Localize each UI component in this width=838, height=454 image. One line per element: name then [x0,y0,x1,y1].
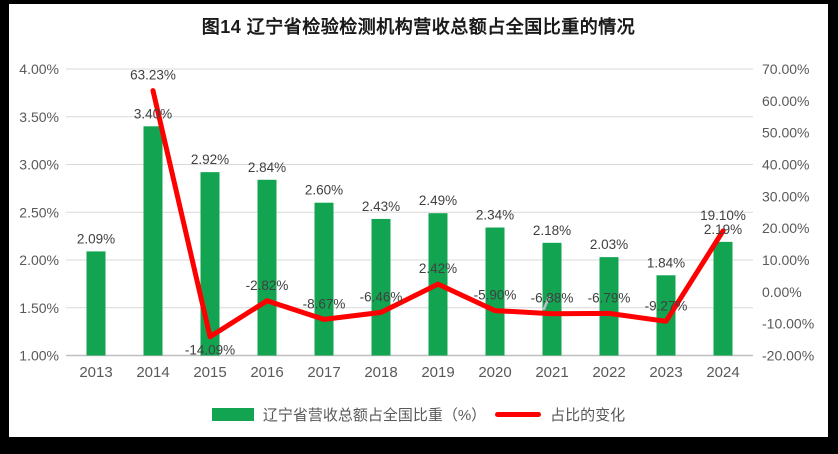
line-data-label: 2.42% [419,261,457,276]
line-data-label: 63.23% [130,68,176,83]
line-data-label: -14.09% [185,343,235,358]
right-axis-tick-label: 70.00% [762,61,809,77]
line-data-label: -6.79% [588,290,631,305]
bar-data-label: 2.49% [419,193,457,208]
line-data-label: -6.88% [531,291,574,306]
bar-data-label: 2.92% [191,152,229,167]
left-axis-tick-label: 3.50% [19,109,59,125]
year-label: 2013 [79,364,112,381]
chart-title: 图14 辽宁省检验检测机构营收总额占全国比重的情况 [201,17,636,37]
left-axis-tick-label: 2.00% [19,252,59,268]
year-label: 2014 [136,364,169,381]
year-label: 2022 [592,364,625,381]
right-axis-tick-label: 10.00% [762,252,809,268]
right-axis-tick-label: -20.00% [762,348,814,364]
bar-2020 [485,227,505,356]
bar-data-label: 2.34% [476,208,514,223]
year-label: 2019 [421,364,454,381]
bar-2016 [257,179,277,356]
year-label: 2016 [250,364,283,381]
line-data-label: -8.67% [303,296,346,311]
left-axis-tick-label: 4.00% [19,61,59,77]
year-label: 2021 [535,364,568,381]
combo-chart: 4.00% 3.50% 3.00% 2.50% 2.00% 1.50% 1.00% 70.00… [19,61,814,381]
year-label: 2015 [193,364,226,381]
line-data-label: -5.90% [474,288,517,303]
bar-data-label: 2.03% [590,237,628,252]
bar-2024 [713,241,733,356]
right-axis-tick-label: 40.00% [762,157,809,173]
right-axis-tick-label: -10.00% [762,316,814,332]
bar-2017 [314,202,334,356]
left-axis-tick-label: 1.50% [19,300,59,316]
left-axis-tick-label: 1.00% [19,348,59,364]
year-label: 2018 [364,364,397,381]
year-label: 2017 [307,364,340,381]
bar-data-label: 2.18% [533,223,571,238]
legend-line-swatch-icon [495,412,542,417]
line-data-label: -9.27% [645,298,688,313]
chart-panel: 图14 辽宁省检验检测机构营收总额占全国比重的情况 4.00% 3.50% 3.00… [9,4,828,437]
bar-2013 [86,251,106,356]
year-label: 2023 [649,364,682,381]
change-rate-line [150,88,726,340]
bar-2022 [599,257,619,356]
bar-data-label: 2.60% [305,183,343,198]
right-axis-tick-label: 50.00% [762,125,809,141]
right-axis-tick-label: 0.00% [762,284,802,300]
year-label: 2020 [478,364,511,381]
right-axis-tick-label: 60.00% [762,93,809,109]
bar-data-label: 1.84% [647,255,685,270]
line-data-label: -6.46% [360,289,403,304]
bar-2018 [371,218,391,356]
legend: 辽宁省营收总额占全国比重（%） 占比的变化 [9,404,828,425]
year-label: 2024 [706,364,739,381]
line-data-label: -2.82% [246,278,289,293]
stray-mark [542,295,551,311]
legend-bar-swatch-icon [211,408,254,421]
right-axis-tick-label: 30.00% [762,188,809,204]
right-axis-tick-label: 20.00% [762,220,809,236]
bar-data-label: 2.09% [77,231,115,246]
left-axis-tick-label: 3.00% [19,157,59,173]
legend-bar-label: 辽宁省营收总额占全国比重（%） [262,407,487,424]
line-data-label: 19.10% [700,208,746,223]
bar-data-label: 2.84% [248,160,286,175]
legend-line-label: 占比的变化 [550,407,626,424]
bar-data-label: 2.19% [704,222,742,237]
bar-2023 [656,275,676,356]
bar-2021 [542,242,562,356]
bar-data-label: 2.43% [362,199,400,214]
bar-data-label: 3.40% [134,106,172,121]
left-axis-tick-label: 2.50% [19,204,59,220]
bar-2014 [143,126,163,356]
